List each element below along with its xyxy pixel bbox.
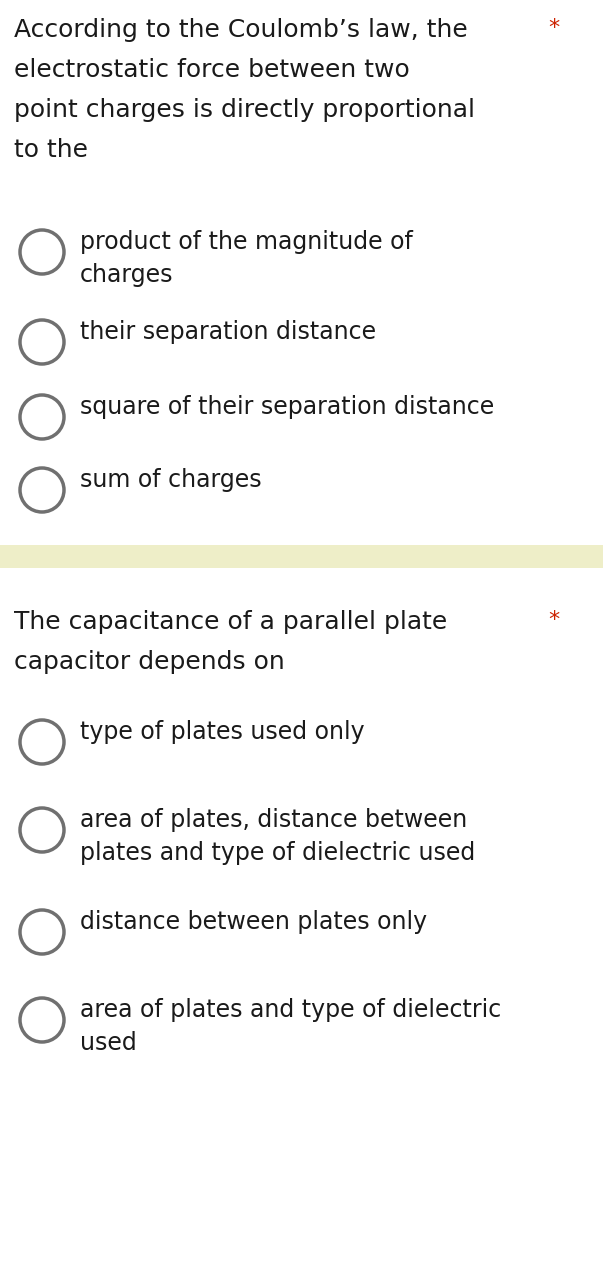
Text: capacitor depends on: capacitor depends on bbox=[14, 649, 285, 674]
Text: their separation distance: their separation distance bbox=[80, 320, 376, 344]
Text: to the: to the bbox=[14, 139, 88, 161]
Text: According to the Coulomb’s law, the: According to the Coulomb’s law, the bbox=[14, 18, 468, 42]
Text: type of plates used only: type of plates used only bbox=[80, 719, 365, 744]
Text: electrostatic force between two: electrostatic force between two bbox=[14, 58, 410, 83]
Text: area of plates and type of dielectric
used: area of plates and type of dielectric us… bbox=[80, 998, 501, 1055]
Text: The capacitance of a parallel plate: The capacitance of a parallel plate bbox=[14, 610, 447, 634]
Text: sum of charges: sum of charges bbox=[80, 468, 262, 492]
Text: product of the magnitude of
charges: product of the magnitude of charges bbox=[80, 230, 413, 286]
Text: area of plates, distance between
plates and type of dielectric used: area of plates, distance between plates … bbox=[80, 808, 475, 864]
Text: square of their separation distance: square of their separation distance bbox=[80, 395, 494, 419]
Text: *: * bbox=[548, 18, 559, 38]
Text: point charges is directly proportional: point charges is directly proportional bbox=[14, 98, 475, 122]
Text: *: * bbox=[548, 610, 559, 630]
Text: distance between plates only: distance between plates only bbox=[80, 910, 427, 934]
Bar bbox=[0, 545, 603, 568]
